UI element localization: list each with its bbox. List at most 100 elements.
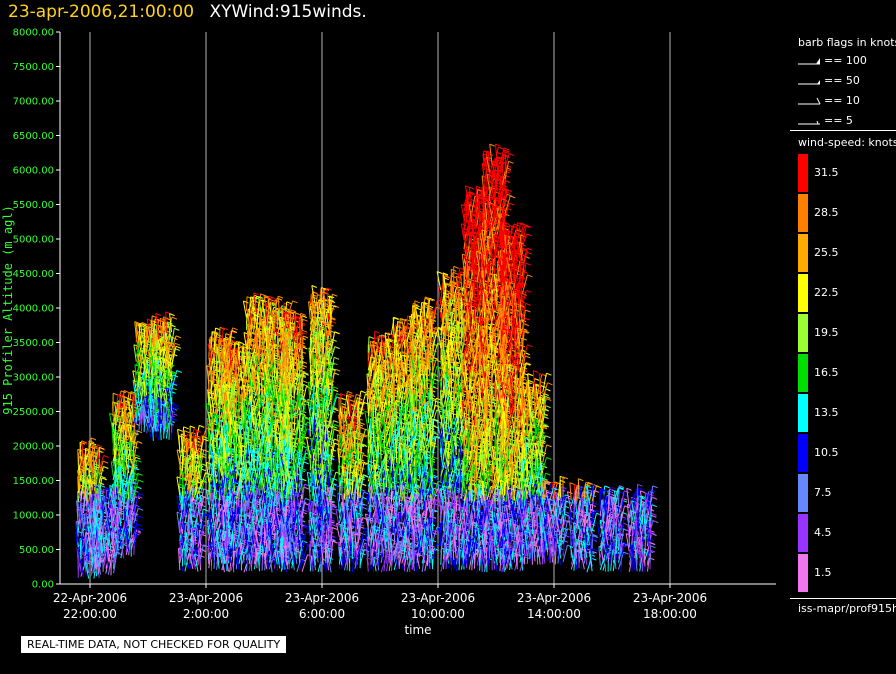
wind-barb <box>113 486 117 503</box>
wind-barb <box>115 444 117 462</box>
wind-barb <box>210 331 213 348</box>
wind-barb <box>133 531 136 550</box>
wind-barb <box>127 398 132 418</box>
wind-barbs <box>74 143 659 579</box>
wind-barb <box>250 551 253 571</box>
wind-barb <box>142 399 148 420</box>
wind-barb-flag <box>85 561 91 565</box>
wind-barb-flag <box>134 454 140 458</box>
wind-barb-flag <box>177 428 183 432</box>
wind-barb-flag <box>189 425 196 429</box>
wind-barb-flag <box>98 468 105 472</box>
wind-barb-flag <box>102 460 109 464</box>
wind-barb <box>121 407 124 430</box>
wind-barb <box>243 332 247 349</box>
wind-barb <box>122 455 127 476</box>
wind-barb <box>116 406 122 427</box>
wind-barb <box>138 376 142 391</box>
wind-barb-flag <box>123 543 129 547</box>
wind-barb <box>98 460 104 476</box>
wind-barb-flag <box>136 430 143 434</box>
wind-barb <box>96 493 99 509</box>
wind-barb-flag <box>181 433 187 437</box>
wind-barb <box>114 474 117 494</box>
wind-barb <box>116 474 119 494</box>
wind-barb <box>77 547 82 565</box>
wind-barb <box>107 548 112 569</box>
wind-barb <box>132 395 135 418</box>
wind-barb-flag <box>99 535 106 539</box>
wind-barb <box>115 461 119 475</box>
wind-barb <box>206 462 210 483</box>
wind-barb <box>76 470 82 489</box>
wind-barb-flag <box>144 335 151 339</box>
wind-barb <box>90 463 94 478</box>
wind-barb-flag <box>176 370 182 373</box>
wind-barb <box>133 515 139 533</box>
wind-barb <box>115 518 119 540</box>
wind-barb-flag <box>138 527 144 531</box>
wind-barb <box>123 402 127 423</box>
wind-barb <box>83 491 86 509</box>
wind-barb <box>117 463 120 480</box>
wind-barb <box>123 396 127 415</box>
wind-barb <box>100 518 104 535</box>
wind-barb <box>142 404 145 426</box>
wind-barb <box>85 475 89 490</box>
wind-barb-flag <box>105 487 111 490</box>
wind-barb <box>107 517 112 537</box>
wind-barb <box>105 543 109 561</box>
wind-barb-flag <box>137 440 143 444</box>
wind-barb <box>80 561 84 578</box>
wind-barb <box>115 435 119 452</box>
wind-barb-flag <box>94 446 100 450</box>
wind-barb <box>99 535 104 556</box>
wind-barb <box>125 530 130 551</box>
wind-barb-flag <box>138 507 144 511</box>
wind-barb <box>79 504 84 526</box>
wind-barb <box>165 311 167 333</box>
wind-barb-flag <box>174 406 181 410</box>
wind-barb-flag <box>138 323 144 327</box>
wind-barb <box>96 466 99 484</box>
wind-barb-flag <box>141 366 147 370</box>
wind-barb-flag <box>137 472 143 476</box>
wind-barb <box>137 380 142 399</box>
wind-barb-flag <box>138 492 144 496</box>
wind-barb <box>93 502 99 522</box>
wind-barb-flag <box>138 515 144 519</box>
wind-barb <box>125 523 130 544</box>
wind-barb <box>121 533 124 549</box>
wind-barb <box>138 406 142 421</box>
wind-barb <box>112 496 117 511</box>
wind-barb <box>87 479 92 497</box>
wind-barb <box>93 447 97 464</box>
wind-barb <box>135 409 139 425</box>
wind-barb <box>133 441 138 459</box>
wind-barb-flag <box>136 486 142 490</box>
wind-barb <box>136 383 140 404</box>
wind-barb <box>129 481 132 499</box>
title-name: XYWind:915winds. <box>209 2 367 22</box>
wind-barb <box>116 511 119 532</box>
wind-barb <box>143 345 148 363</box>
wind-barb <box>76 547 79 565</box>
wind-barb <box>104 527 107 544</box>
wind-barb <box>133 344 137 362</box>
wind-barb <box>90 547 94 563</box>
wind-barb <box>137 354 142 376</box>
wind-barb <box>100 496 104 515</box>
wind-barb <box>74 522 79 543</box>
wind-barb-flag <box>173 404 179 407</box>
wind-barb <box>114 402 119 423</box>
wind-barb <box>113 508 117 524</box>
wind-barb-flag <box>99 484 106 488</box>
wind-barb-flag <box>123 508 130 512</box>
wind-barb <box>120 541 124 559</box>
plot-area: 0.00500.001000.001500.002000.002500.0030… <box>1 28 776 637</box>
wind-barb <box>94 518 97 535</box>
wind-barb-flag <box>135 456 141 460</box>
wind-barb <box>115 507 119 529</box>
wind-barb <box>140 412 142 432</box>
wind-barb <box>76 500 79 517</box>
